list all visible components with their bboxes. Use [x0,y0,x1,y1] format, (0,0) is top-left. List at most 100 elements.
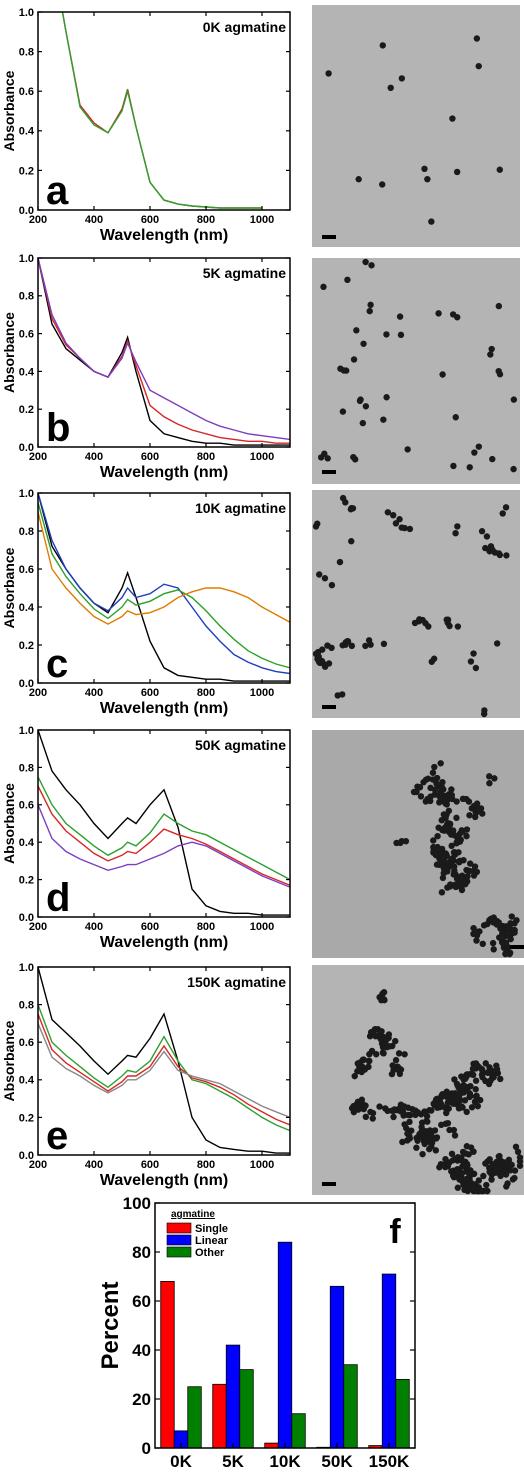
particle [459,1148,467,1156]
particle [472,809,479,816]
particle [404,1130,411,1137]
particle [379,181,386,188]
particle [414,783,421,790]
particle [402,837,410,845]
x-tick-label: 400 [85,214,103,226]
particle [453,798,460,805]
particle [391,1106,398,1113]
particle [434,832,441,840]
particle [452,883,459,891]
y-tick-label: 0.2 [19,165,34,177]
particle [362,403,370,410]
particle [450,871,457,878]
particle [472,664,480,672]
particle [348,538,355,545]
scale-bar [322,1182,336,1186]
particle [362,1113,370,1121]
particle [360,1105,367,1113]
particle [454,523,461,530]
particle [392,1056,400,1064]
particle [450,462,457,470]
legend-label: Single [195,1223,228,1235]
particle [461,1097,469,1104]
y-tick-label: 100 [123,1194,151,1213]
particle [489,1070,496,1078]
legend-label: Linear [195,1235,229,1247]
particle [411,619,419,627]
particle [436,799,443,806]
particle [454,1184,462,1191]
particle [514,1148,522,1156]
x-tick-label: 800 [197,214,215,226]
y-tick-label: 0.4 [19,366,35,378]
x-tick-label: 600 [141,451,159,463]
particle [465,798,473,805]
particle [511,1174,518,1182]
y-tick-label: 1.0 [19,253,34,265]
particle [362,258,369,266]
particle [467,658,475,665]
y-tick-label: 0.0 [19,678,34,690]
particle [454,1173,461,1181]
particle [395,1050,403,1057]
particle [469,1071,477,1079]
particle [373,1051,380,1058]
particle [416,616,423,623]
particle [328,644,335,652]
particle [448,1168,455,1175]
particle [430,845,437,853]
spectrum-line [38,776,290,881]
x-tick-label: 800 [197,451,215,463]
particle [480,710,488,718]
particle [475,62,482,70]
particle [399,1108,407,1116]
particle [508,1161,515,1169]
legend-swatch [166,1234,192,1246]
particle [425,623,432,630]
particle [456,830,464,837]
plot-frame [37,492,291,684]
spectrum-line [38,511,290,625]
particle [454,1157,461,1164]
legend-title: agmatine [171,1209,215,1220]
particle [321,661,329,669]
particle [495,550,503,557]
x-tick-label: 400 [85,1159,103,1171]
particle [445,807,453,815]
panel-label: a [46,169,69,213]
particle [316,571,323,578]
particle [443,851,450,859]
scale-bar [510,945,524,949]
y-tick-label: 80 [132,1243,151,1262]
particle [447,881,454,888]
particle [348,505,355,512]
particle [406,1135,414,1142]
particle [451,1076,458,1083]
particle [380,640,388,648]
particle [383,331,390,338]
bar [212,1383,227,1449]
particle [453,168,461,176]
particle [473,1061,481,1069]
plot-frame [37,966,291,1156]
particle [424,175,431,183]
bar [160,1281,175,1449]
y-tick-label: 20 [132,1390,151,1409]
particle [476,928,483,935]
particle [418,1123,425,1131]
particle [516,1162,524,1169]
y-tick-label: 0.8 [19,291,34,303]
particle [479,940,486,948]
x-tick-label: 0K [170,1452,192,1471]
particle [421,165,428,173]
x-tick-label: 1000 [250,687,274,699]
particle [380,1034,387,1042]
particle [392,1037,399,1045]
y-tick-label: 0.6 [19,800,34,812]
particle [503,552,510,559]
y-tick-label: 0.4 [19,126,35,138]
particle [478,528,486,535]
plot-frame [154,1202,416,1449]
particle [512,1143,520,1151]
